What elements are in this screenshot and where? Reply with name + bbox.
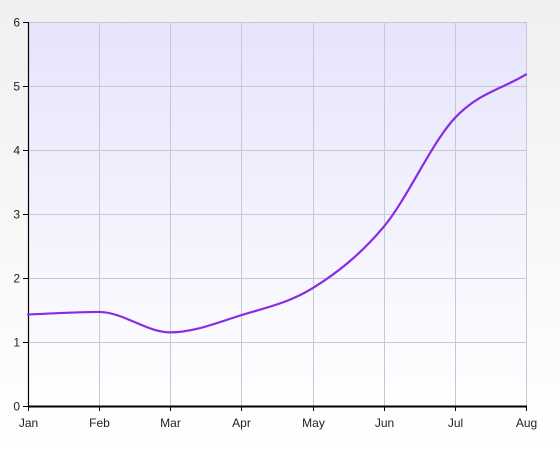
data-point-mar	[167, 329, 173, 335]
tick-labels: 0 1 2 3 4 5 6 Jan Feb Mar Apr May Jun Jul Aug	[13, 16, 537, 431]
data-point-apr	[238, 312, 244, 318]
data-point-jan	[25, 311, 31, 317]
y-tick-label-5: 5	[13, 80, 20, 94]
data-point-feb	[96, 309, 102, 315]
data-point-aug	[523, 71, 529, 77]
x-tick-label-jun: Jun	[375, 416, 394, 430]
x-tick-label-apr: Apr	[232, 416, 251, 430]
x-tick-label-mar: Mar	[160, 416, 181, 430]
data-point-jul	[452, 115, 458, 121]
x-tick-label-may: May	[302, 416, 325, 430]
series-line-0	[26, 73, 528, 334]
grid-lines	[28, 22, 527, 406]
x-tick-label-jan: Jan	[19, 416, 38, 430]
series-layer	[25, 71, 529, 335]
y-tick-label-2: 2	[13, 272, 20, 286]
axes	[23, 22, 527, 411]
y-tick-label-3: 3	[13, 208, 20, 222]
y-tick-label-0: 0	[13, 400, 20, 414]
x-tick-label-jul: Jul	[448, 416, 463, 430]
y-tick-label-4: 4	[13, 144, 20, 158]
data-point-may	[310, 285, 316, 291]
x-tick-label-feb: Feb	[89, 416, 110, 430]
data-point-jun	[381, 224, 387, 230]
y-tick-label-1: 1	[13, 336, 20, 350]
x-tick-label-aug: Aug	[516, 416, 537, 430]
y-tick-label-6: 6	[13, 16, 20, 30]
